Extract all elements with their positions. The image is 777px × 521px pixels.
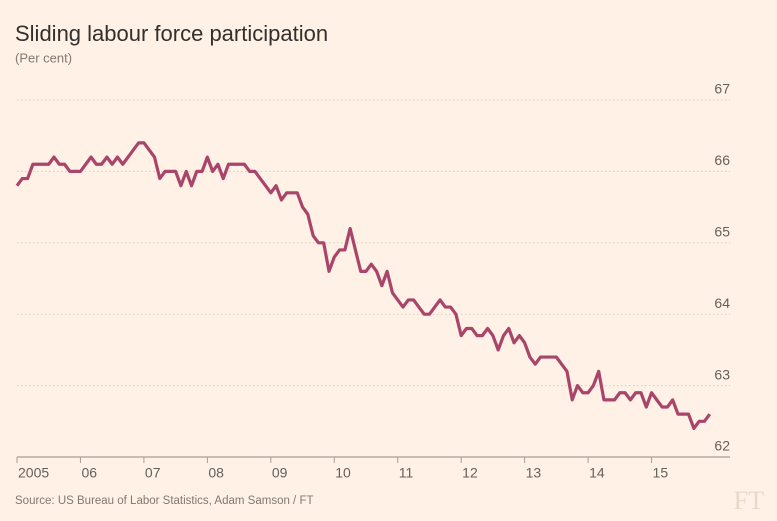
logo: FT [734, 486, 764, 515]
x-tick-label: 08 [208, 465, 224, 481]
x-tick-label: 07 [145, 465, 161, 481]
y-tick-label: 66 [714, 152, 730, 168]
data-line [15, 141, 712, 431]
x-tick-label: 11 [399, 465, 414, 481]
x-tick-label: 06 [81, 465, 97, 481]
x-tick-label: 13 [526, 465, 542, 481]
x-tick-label: 14 [589, 465, 605, 481]
source-note: Source: US Bureau of Labor Statistics, A… [15, 495, 314, 507]
x-tick-label: 12 [462, 465, 478, 481]
y-tick-label: 63 [714, 366, 730, 382]
x-tick-label: 2005 [18, 465, 49, 481]
x-tick-label: 09 [272, 465, 288, 481]
y-tick-label: 64 [714, 295, 730, 311]
y-tick-label: 67 [714, 81, 730, 97]
chart-subtitle: (Per cent) [15, 50, 72, 65]
y-tick-label: 62 [714, 438, 730, 454]
x-tick-label: 10 [335, 465, 351, 481]
chart-title: Sliding labour force participation [15, 21, 328, 46]
x-tick-label: 15 [653, 465, 669, 481]
y-tick-label: 65 [714, 224, 730, 240]
